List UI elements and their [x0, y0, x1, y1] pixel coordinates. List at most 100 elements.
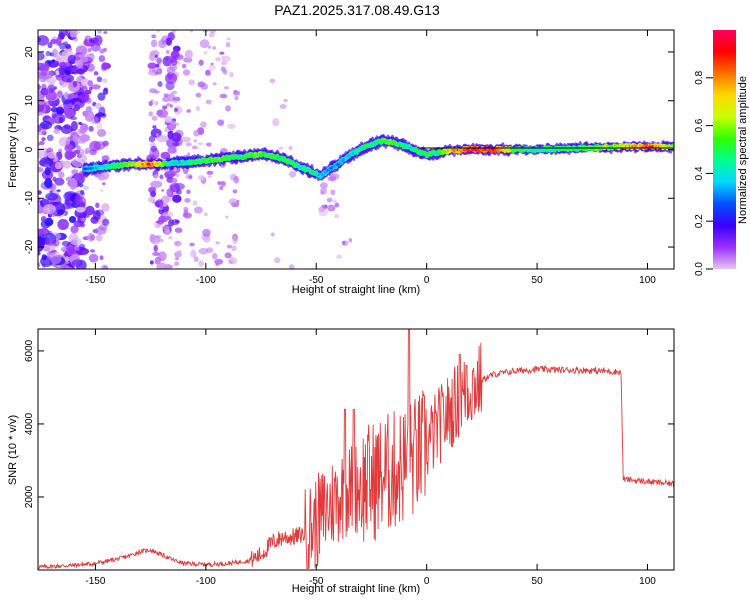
noise-blob	[151, 34, 157, 39]
noise-blob	[59, 263, 66, 269]
noise-blob	[160, 151, 171, 160]
noise-blob	[171, 120, 177, 125]
noise-blob	[227, 123, 236, 130]
noise-blob	[68, 178, 78, 190]
noise-blob	[63, 160, 72, 169]
x-tick-label: -150	[85, 275, 105, 286]
noise-blob	[70, 116, 78, 121]
noise-blob	[215, 263, 220, 267]
noise-blob	[53, 60, 60, 67]
noise-blob	[176, 122, 179, 126]
noise-blob	[157, 109, 169, 118]
noise-blob	[55, 239, 61, 246]
noise-blob	[67, 54, 77, 65]
noise-blob	[319, 182, 328, 189]
noise-blob	[57, 208, 65, 215]
noise-blob	[330, 189, 336, 196]
noise-blob	[54, 161, 62, 170]
noise-blob	[332, 199, 338, 204]
noise-blob	[220, 181, 227, 187]
noise-blob	[103, 31, 108, 34]
noise-blob	[334, 202, 340, 208]
noise-blob	[71, 158, 85, 168]
noise-blob	[57, 125, 62, 130]
noise-blob	[217, 181, 222, 186]
noise-blob	[158, 38, 167, 49]
noise-blob	[50, 251, 62, 265]
x-tick-label: -100	[196, 275, 216, 286]
noise-blob	[203, 50, 208, 55]
noise-blob	[88, 125, 94, 132]
spectrogram-ridge	[82, 133, 674, 182]
noise-blob	[79, 148, 85, 156]
noise-blob	[44, 177, 53, 189]
noise-blob	[102, 88, 109, 95]
noise-blob	[64, 108, 75, 119]
noise-blob	[198, 260, 204, 267]
noise-blob	[94, 102, 102, 109]
noise-blob	[223, 86, 230, 90]
noise-blob	[208, 45, 212, 49]
noise-blob	[232, 189, 238, 194]
noise-blob	[41, 124, 46, 128]
noise-blob	[188, 79, 195, 86]
colorbar-tick-label: 0.8	[694, 70, 705, 84]
noise-blob	[162, 96, 171, 103]
noise-blob	[283, 99, 288, 102]
noise-blob	[154, 100, 159, 106]
x-tick-label: 100	[639, 275, 656, 286]
noise-blob	[72, 38, 78, 42]
noise-blob	[172, 177, 178, 184]
noise-blob	[215, 56, 222, 62]
noise-blob	[47, 84, 56, 93]
noise-blob	[180, 136, 192, 143]
noise-blob	[166, 66, 176, 75]
noise-blob	[38, 228, 45, 237]
colorbar-label: Normalized spectral amplitude	[737, 76, 749, 224]
noise-blob	[186, 109, 191, 113]
noise-blob	[183, 206, 189, 212]
noise-blob	[209, 30, 217, 34]
noise-blob	[150, 180, 163, 188]
noise-blob	[156, 223, 162, 228]
noise-blob	[93, 71, 99, 76]
noise-blob	[202, 228, 211, 237]
noise-blob	[88, 207, 94, 210]
noise-blob	[233, 175, 240, 184]
noise-blob	[156, 30, 160, 33]
noise-blob	[44, 100, 53, 107]
noise-blob	[187, 152, 191, 156]
noise-blob	[228, 198, 238, 205]
noise-blob	[150, 39, 158, 48]
noise-blob	[58, 61, 68, 69]
noise-blob	[228, 260, 234, 264]
noise-blob	[81, 154, 88, 163]
noise-blob	[149, 50, 160, 58]
noise-blob	[149, 88, 157, 94]
noise-blob	[101, 62, 109, 71]
noise-blob	[55, 36, 62, 46]
noise-blob	[58, 31, 66, 39]
noise-blob	[91, 84, 101, 90]
noise-blob	[164, 72, 178, 85]
noise-blob	[158, 251, 167, 262]
noise-blob	[182, 69, 191, 76]
noise-blob	[151, 115, 158, 121]
noise-blob	[174, 107, 179, 112]
y-tick-label: -10	[24, 191, 35, 206]
noise-blob	[88, 253, 99, 263]
noise-blob	[38, 35, 50, 46]
noise-blob	[99, 189, 104, 192]
x-tick-label: 50	[532, 275, 544, 286]
noise-blob	[61, 240, 71, 247]
noise-blob	[84, 149, 89, 154]
spectrogram-y-ticks: -20 -10 0 10 20	[24, 46, 674, 254]
noise-blob	[272, 117, 280, 127]
noise-blob	[212, 46, 217, 50]
noise-blob	[171, 132, 182, 142]
spectrogram-y-label: Frequency (Hz)	[7, 112, 19, 188]
noise-blob	[38, 90, 46, 101]
noise-blob	[59, 42, 67, 50]
noise-blob	[193, 139, 198, 143]
